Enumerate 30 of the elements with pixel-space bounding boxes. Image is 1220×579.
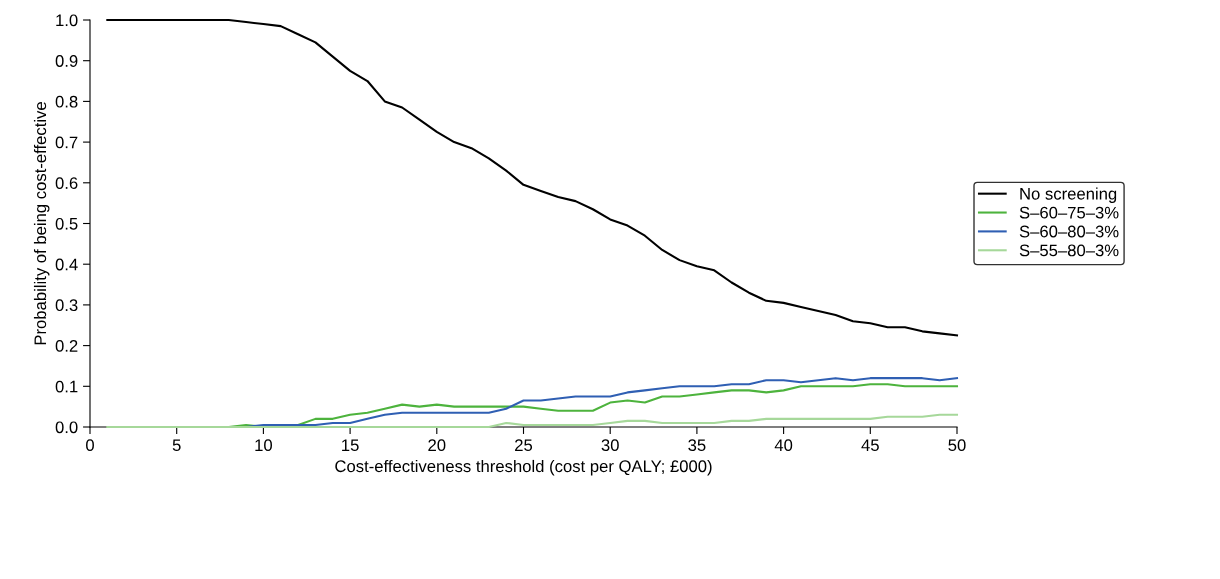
x-tick-label: 25 (515, 439, 533, 452)
x-tick-label: 5 (172, 439, 181, 452)
y-tick-label: 0.1 (55, 380, 78, 393)
line-series (106, 413, 959, 429)
x-tick-label: 20 (428, 439, 446, 452)
y-tick-label: 0.2 (55, 340, 78, 352)
x-tick-label: 0 (86, 439, 94, 452)
x-tick-label: 10 (255, 439, 273, 452)
y-tick-label: 0.5 (55, 217, 78, 230)
y-tick-label: 0.3 (55, 299, 78, 312)
y-tick-label: 0.9 (55, 55, 78, 67)
y-tick-label: 0.6 (55, 177, 78, 189)
x-axis-title: Cost-effectiveness threshold (cost per QALY; £000) (335, 459, 712, 476)
x-tick-label: 30 (601, 439, 619, 452)
y-axis-title: Probability of being cost-effective (33, 102, 50, 345)
y-tick-label: 0.7 (55, 136, 78, 149)
legend-label: S–60–80–3% (1019, 225, 1119, 238)
legend-label: S–55–80–3% (1019, 244, 1119, 257)
x-tick-label: 45 (861, 439, 879, 452)
legend-label: S–60–75–3% (1019, 206, 1119, 219)
x-tick-label: 35 (688, 439, 706, 452)
line-series (106, 18, 959, 337)
legend-label: No screening (1020, 187, 1117, 203)
y-tick-label: 0.8 (55, 95, 78, 108)
x-tick-label: 40 (774, 439, 793, 452)
x-tick-label: 15 (342, 439, 359, 452)
y-tick-label: 1.0 (56, 14, 78, 27)
y-tick-label: 0.4 (55, 258, 78, 271)
x-tick-label: 50 (948, 439, 966, 452)
y-tick-label: 0.0 (55, 421, 78, 434)
